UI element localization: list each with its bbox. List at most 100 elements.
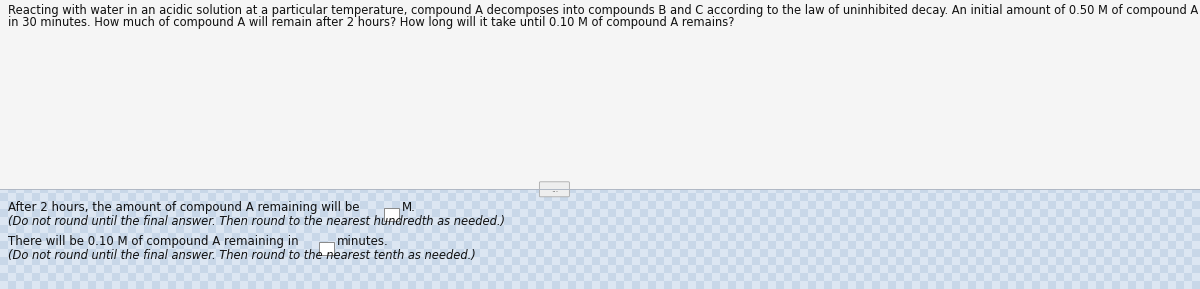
Bar (1112, 201, 1120, 209)
Bar (416, 185, 424, 193)
Bar (496, 257, 504, 265)
Bar (920, 0, 928, 1)
Bar (1088, 89, 1096, 97)
Bar (984, 105, 992, 113)
Bar (128, 89, 136, 97)
Bar (0, 1, 8, 9)
Bar (752, 233, 760, 241)
Bar (256, 33, 264, 41)
Bar (848, 81, 856, 89)
Bar (752, 17, 760, 25)
Bar (432, 65, 440, 73)
Bar (296, 169, 304, 177)
Bar (280, 9, 288, 17)
Bar (432, 81, 440, 89)
Text: in 30 minutes. How much of compound A will remain after 2 hours? How long will i: in 30 minutes. How much of compound A wi… (8, 16, 734, 29)
Bar (392, 209, 400, 217)
Bar (128, 0, 136, 1)
Bar (464, 241, 472, 249)
Bar (728, 145, 736, 153)
Bar (1040, 217, 1048, 225)
Bar (752, 209, 760, 217)
Bar (680, 169, 688, 177)
Bar (624, 49, 632, 57)
Bar (1176, 201, 1184, 209)
Bar (432, 273, 440, 281)
Bar (56, 121, 64, 129)
Bar (984, 41, 992, 49)
Bar (1080, 81, 1088, 89)
Bar (1008, 105, 1016, 113)
Bar (1088, 0, 1096, 1)
Bar (152, 217, 160, 225)
Bar (568, 65, 576, 73)
Bar (1072, 57, 1080, 65)
Bar (512, 25, 520, 33)
Bar (656, 25, 664, 33)
Bar (1104, 185, 1112, 193)
Bar (48, 81, 56, 89)
Bar (1136, 241, 1144, 249)
Bar (776, 241, 784, 249)
Bar (584, 0, 592, 1)
Bar (912, 233, 920, 241)
Bar (1128, 65, 1136, 73)
Bar (376, 17, 384, 25)
Bar (520, 0, 528, 1)
Bar (224, 0, 232, 1)
Bar (1088, 161, 1096, 169)
Bar (912, 57, 920, 65)
Bar (336, 193, 344, 201)
Bar (352, 273, 360, 281)
Bar (664, 233, 672, 241)
Bar (864, 273, 872, 281)
Bar (1168, 185, 1176, 193)
Bar (888, 225, 896, 233)
Bar (1128, 105, 1136, 113)
Bar (280, 161, 288, 169)
Bar (720, 33, 728, 41)
Bar (552, 209, 560, 217)
Bar (880, 25, 888, 33)
Bar (328, 113, 336, 121)
Bar (1144, 81, 1152, 89)
Bar (872, 121, 880, 129)
Bar (360, 185, 368, 193)
Bar (968, 65, 976, 73)
Bar (520, 153, 528, 161)
Bar (280, 121, 288, 129)
Bar (976, 273, 984, 281)
Bar (872, 129, 880, 137)
Bar (1120, 121, 1128, 129)
Bar (0, 65, 8, 73)
Bar (648, 281, 656, 289)
Bar (336, 0, 344, 1)
Bar (800, 169, 808, 177)
Bar (752, 33, 760, 41)
Bar (272, 281, 280, 289)
Bar (24, 65, 32, 73)
Bar (520, 233, 528, 241)
Bar (64, 193, 72, 201)
Bar (168, 17, 176, 25)
Bar (696, 89, 704, 97)
Bar (496, 49, 504, 57)
Bar (560, 41, 568, 49)
Bar (128, 193, 136, 201)
Bar (672, 257, 680, 265)
Bar (656, 249, 664, 257)
Bar (1072, 217, 1080, 225)
Bar (1072, 65, 1080, 73)
Bar (976, 209, 984, 217)
Bar (368, 65, 376, 73)
Bar (888, 41, 896, 49)
Bar (0, 265, 8, 273)
Bar (472, 281, 480, 289)
Bar (824, 65, 832, 73)
Bar (72, 1, 80, 9)
Bar (1160, 225, 1168, 233)
Bar (624, 161, 632, 169)
Bar (32, 185, 40, 193)
Bar (216, 265, 224, 273)
Bar (1088, 209, 1096, 217)
